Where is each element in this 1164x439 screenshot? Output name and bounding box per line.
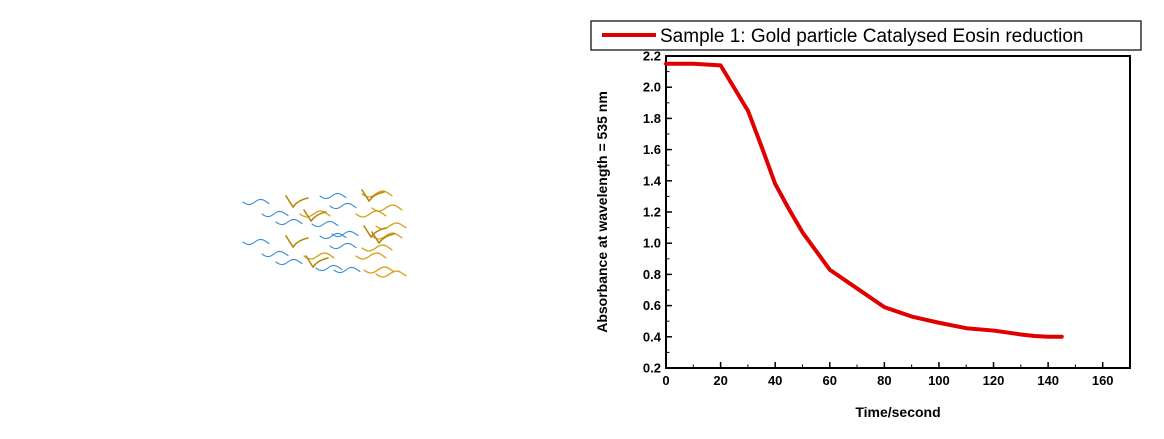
y-tick-label: 2.0 [643,80,661,95]
y-tick-label: 0.2 [643,361,661,376]
wave-stroke [363,266,395,274]
legend: Sample 1: Gold particle Catalysed Eosin … [590,20,1142,51]
x-axis: 0 20 40 60 80 100 120 140 160 [662,362,1114,388]
vee-stroke [303,209,327,223]
x-tick-label: 0 [662,373,669,388]
series-line-sample-1 [664,61,1064,339]
wave-stroke [355,252,387,260]
y-tick-label: 1.6 [643,142,661,157]
wave-stroke [329,242,357,250]
y-tick-label: 1.0 [643,236,661,251]
x-tick-label: 20 [713,373,727,388]
vee-stroke [305,255,329,269]
y-tick-label: 1.2 [643,205,661,220]
wave-stroke [261,250,289,258]
wave-stroke [315,264,343,272]
vee-stroke [371,231,395,245]
wave-stroke [331,230,359,238]
vee-stroke [363,225,387,239]
wave-stroke [242,198,270,206]
legend-box [590,20,1142,51]
y-tick-label: 0.6 [643,298,661,313]
wave-stroke [275,218,303,226]
x-tick-label: 140 [1037,373,1059,388]
vee-stroke [285,235,309,249]
wave-stroke [319,232,347,240]
wavy-lines-illustration [242,189,407,278]
x-tick-label: 100 [928,373,950,388]
wave-stroke [375,222,407,230]
legend-label: Sample 1: Gold particle Catalysed Eosin … [660,26,1084,47]
wave-stroke [355,210,387,218]
plot-area: 0.2 0.4 0.6 0.8 1.0 1.2 1.4 1.6 1.8 2.0 2.2 0 20 40 6… [643,49,1131,388]
x-tick-label: 120 [983,373,1005,388]
wave-stroke [261,210,289,218]
wave-stroke [371,204,403,212]
wave-stroke [333,266,361,274]
wave-stroke [275,258,303,266]
y-axis-label: Absorbance at wavelength = 535 nm [594,91,610,333]
y-tick-label: 1.8 [643,111,661,126]
y-tick-label: 0.8 [643,267,661,282]
y-tick-label: 2.2 [643,49,661,64]
x-tick-label: 60 [823,373,837,388]
vee-stroke [285,195,309,209]
wave-stroke [361,244,393,252]
wave-stroke [303,252,335,260]
x-tick-label: 160 [1092,373,1114,388]
wave-stroke [242,238,270,246]
x-tick-label: 40 [768,373,782,388]
y-tick-label: 0.4 [643,329,662,344]
y-tick-label: 1.4 [643,173,662,188]
plot-frame [665,55,1131,369]
wave-stroke [375,270,407,278]
vee-stroke [361,189,385,203]
wave-stroke [319,192,347,200]
wave-stroke [329,202,357,210]
wave-stroke [311,220,339,228]
x-tick-label: 80 [877,373,891,388]
x-axis-label: Time/second [855,404,940,420]
y-axis: 0.2 0.4 0.6 0.8 1.0 1.2 1.4 1.6 1.8 2.0 2.2 [643,49,672,376]
